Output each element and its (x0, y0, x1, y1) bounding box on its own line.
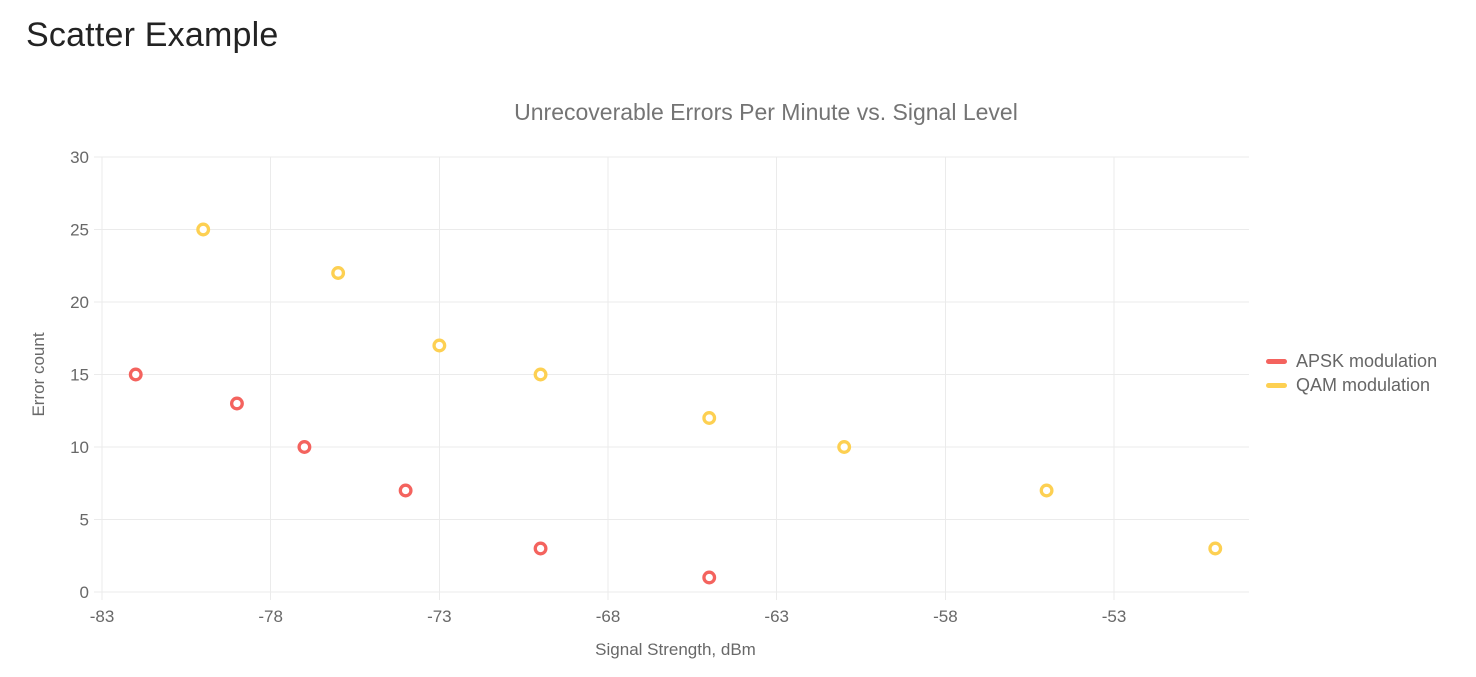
y-tick-label: 15 (70, 366, 89, 385)
x-tick-label: -58 (933, 607, 958, 626)
scatter-point-series-0[interactable] (229, 396, 244, 411)
scatter-point-series-1[interactable] (331, 266, 346, 280)
x-tick-label: -68 (596, 607, 621, 626)
y-tick-label: 30 (70, 148, 89, 167)
scatter-point-series-1[interactable] (1039, 483, 1054, 498)
x-tick-label: -83 (90, 607, 115, 626)
y-tick-label: 20 (70, 293, 89, 312)
x-tick-label: -63 (764, 607, 789, 626)
y-tick-label: 10 (70, 438, 89, 457)
y-tick-label: 5 (80, 511, 89, 530)
scatter-point-series-0[interactable] (128, 367, 143, 382)
x-tick-label: -73 (427, 607, 452, 626)
scatter-point-series-0[interactable] (533, 541, 548, 556)
x-axis-title: Signal Strength, dBm (595, 640, 756, 659)
scatter-point-series-0[interactable] (702, 570, 717, 585)
legend-dash-icon (1266, 382, 1287, 388)
legend-item[interactable]: QAM modulation (1266, 373, 1437, 397)
scatter-point-series-1[interactable] (702, 411, 717, 425)
legend-label: APSK modulation (1296, 351, 1438, 371)
y-tick-label: 25 (70, 221, 89, 240)
y-axis-title: Error count (29, 332, 48, 416)
scatter-point-series-0[interactable] (398, 483, 413, 498)
scatter-point-series-1[interactable] (432, 338, 447, 353)
scatter-point-series-1[interactable] (837, 440, 852, 454)
scatter-point-series-1[interactable] (533, 367, 548, 382)
legend-label: QAM modulation (1296, 375, 1431, 395)
y-tick-label: 0 (80, 583, 89, 602)
scatter-point-series-0[interactable] (297, 440, 312, 454)
legend-dash-icon (1266, 358, 1287, 364)
x-tick-label: -53 (1102, 607, 1127, 626)
page-title: Scatter Example (26, 16, 279, 54)
x-tick-label: -78 (258, 607, 283, 626)
chart-legend: APSK modulation QAM modulation (1266, 349, 1437, 397)
legend-item[interactable]: APSK modulation (1266, 349, 1437, 373)
chart-title: Unrecoverable Errors Per Minute vs. Sign… (514, 99, 1018, 125)
scatter-point-series-1[interactable] (1208, 541, 1223, 556)
scatter-point-series-1[interactable] (196, 222, 211, 237)
